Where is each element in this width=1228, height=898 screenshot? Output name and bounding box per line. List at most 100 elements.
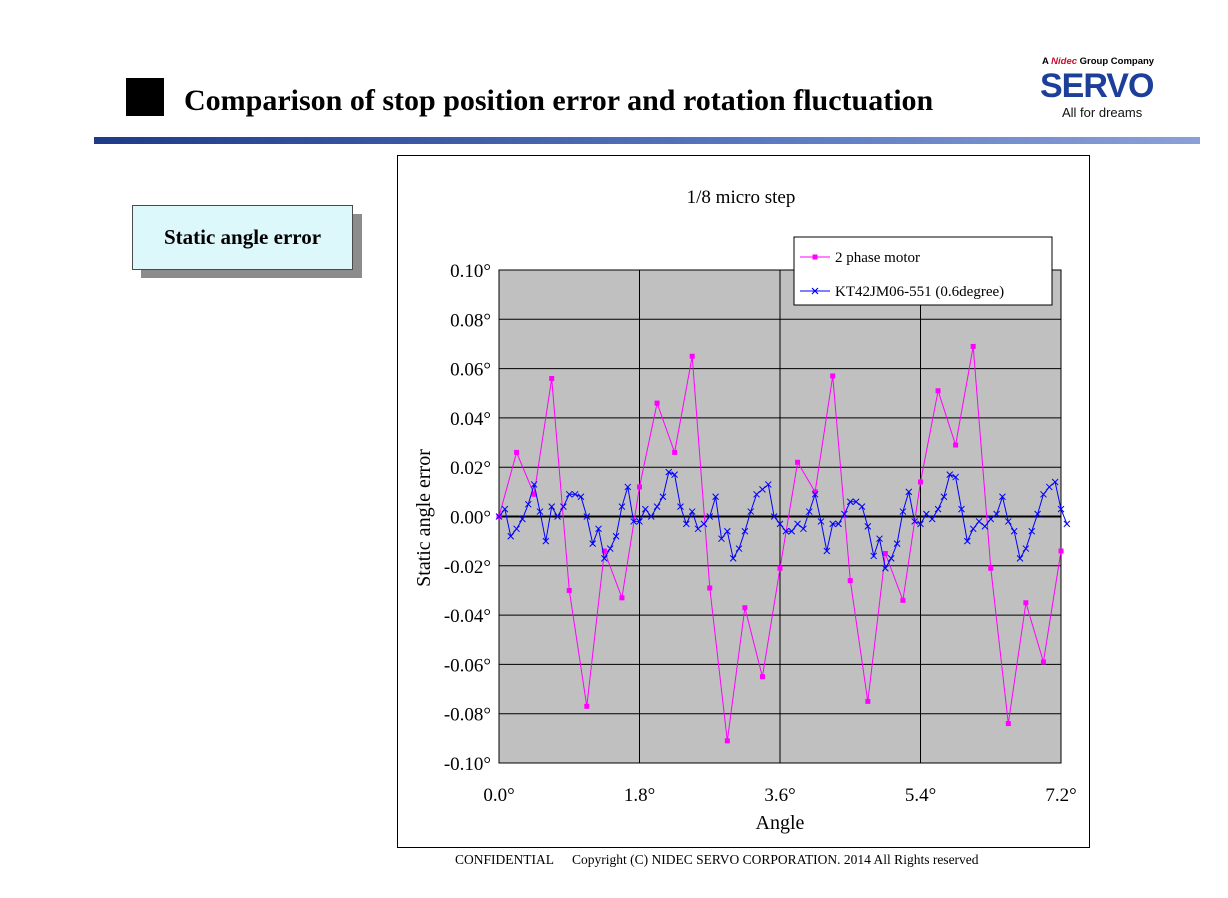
data-point: [706, 513, 714, 520]
data-point: [1004, 518, 1012, 525]
x-tick-labels: 0.0° 1.8° 3.6° 5.4° 7.2°: [483, 785, 1076, 806]
y-tick-label: -0.02°: [444, 557, 491, 578]
data-point: [542, 537, 550, 545]
data-point: [969, 525, 977, 533]
series-layer: [495, 343, 1071, 744]
data-point: [1023, 600, 1029, 606]
data-point: [759, 674, 765, 680]
data-point: [777, 565, 783, 571]
y-tick-label: 0.00°: [450, 508, 491, 529]
y-tick-label: 0.10°: [450, 261, 491, 282]
series-line-2: [498, 471, 1068, 570]
data-point: [905, 488, 913, 496]
y-tick-label: 0.08°: [450, 310, 491, 331]
data-point: [707, 585, 713, 591]
x-tick-label: 1.8°: [624, 785, 655, 806]
title-bullet: [126, 78, 164, 116]
data-point: [870, 552, 878, 560]
footer-confidential: CONFIDENTIAL: [455, 852, 554, 867]
page-title: Comparison of stop position error and ro…: [184, 84, 934, 117]
data-point: [554, 513, 561, 520]
data-point: [940, 493, 948, 501]
company-logo: A Nidec Group Company SERVO All for drea…: [1038, 56, 1178, 124]
data-point: [659, 493, 667, 501]
data-point: [953, 442, 959, 448]
data-point: [507, 532, 515, 540]
footer-copyright: Copyright (C) NIDEC SERVO CORPORATION. 2…: [572, 852, 979, 867]
data-point: [654, 400, 660, 406]
data-point: [882, 550, 888, 556]
logo-wordmark: SERVO: [1040, 67, 1154, 105]
data-point: [723, 527, 731, 535]
data-point: [724, 738, 730, 744]
logo-group-suffix: Group Company: [1079, 56, 1155, 67]
data-point: [524, 500, 532, 508]
data-point: [988, 565, 994, 571]
chart-title: 1/8 micro step: [687, 187, 796, 208]
data-point: [688, 508, 696, 515]
x-axis-label: Angle: [756, 812, 805, 834]
data-point: [618, 503, 626, 510]
data-point: [1063, 520, 1071, 528]
legend: 2 phase motor KT42JM06-551 (0.6degree): [793, 236, 1053, 306]
data-point: [893, 540, 901, 547]
data-point: [846, 498, 854, 506]
title-rule: [94, 137, 1200, 144]
data-point: [742, 605, 748, 611]
data-point: [677, 503, 684, 510]
data-point: [841, 510, 848, 518]
chart: 0.10° 0.08° 0.06° 0.04° 0.02° 0.00° -0.02° -0.0…: [413, 187, 1077, 834]
logo-tagline: All for dreams: [1062, 105, 1143, 120]
data-point: [876, 535, 883, 543]
data-point: [935, 388, 941, 394]
data-point: [993, 510, 1000, 518]
data-point: [636, 518, 643, 525]
data-point: [794, 520, 801, 528]
data-point: [887, 555, 895, 562]
x-tick-label: 0.0°: [483, 785, 514, 806]
data-point: [1034, 510, 1041, 518]
legend-marker-series1: [812, 254, 818, 260]
data-point: [1051, 478, 1059, 486]
data-point: [1016, 555, 1024, 562]
chart-frame: 0.10° 0.08° 0.06° 0.04° 0.02° 0.00° -0.02° -0.0…: [397, 155, 1090, 848]
data-point: [934, 505, 942, 513]
data-point: [672, 449, 678, 455]
data-point: [682, 520, 690, 528]
logo-group-prefix: A: [1042, 56, 1049, 67]
data-point: [624, 483, 632, 491]
x-tick-label: 5.4°: [905, 785, 936, 806]
y-axis-label: Static angle error: [413, 449, 435, 587]
data-point: [865, 698, 871, 704]
data-point: [531, 491, 537, 497]
data-point: [917, 520, 924, 528]
data-point: [975, 518, 983, 525]
logo-group-line: A Nidec Group Company: [1042, 56, 1154, 67]
data-point: [583, 513, 591, 520]
data-point: [584, 703, 590, 709]
data-point: [782, 527, 790, 535]
data-point: [548, 503, 556, 510]
data-point: [852, 498, 860, 506]
data-point: [530, 481, 538, 488]
data-point: [899, 508, 907, 515]
data-point: [519, 515, 526, 523]
data-point: [606, 545, 614, 552]
y-tick-labels: 0.10° 0.08° 0.06° 0.04° 0.02° 0.00° -0.02° -0.0…: [444, 261, 491, 775]
legend-box: [793, 236, 1053, 306]
data-point: [665, 468, 673, 476]
y-tick-label: 0.04°: [450, 409, 491, 430]
y-tick-label: -0.06°: [444, 655, 491, 676]
data-point: [1040, 659, 1046, 665]
data-point: [800, 525, 807, 533]
data-point: [747, 508, 755, 515]
data-point: [741, 527, 749, 535]
data-point: [1028, 527, 1036, 535]
y-tick-label: 0.02°: [450, 458, 491, 479]
data-point: [601, 555, 608, 562]
label-box-text: Static angle error: [163, 225, 322, 249]
data-point: [759, 486, 766, 493]
data-point: [653, 503, 661, 510]
data-point: [619, 595, 625, 601]
data-point: [671, 471, 678, 478]
